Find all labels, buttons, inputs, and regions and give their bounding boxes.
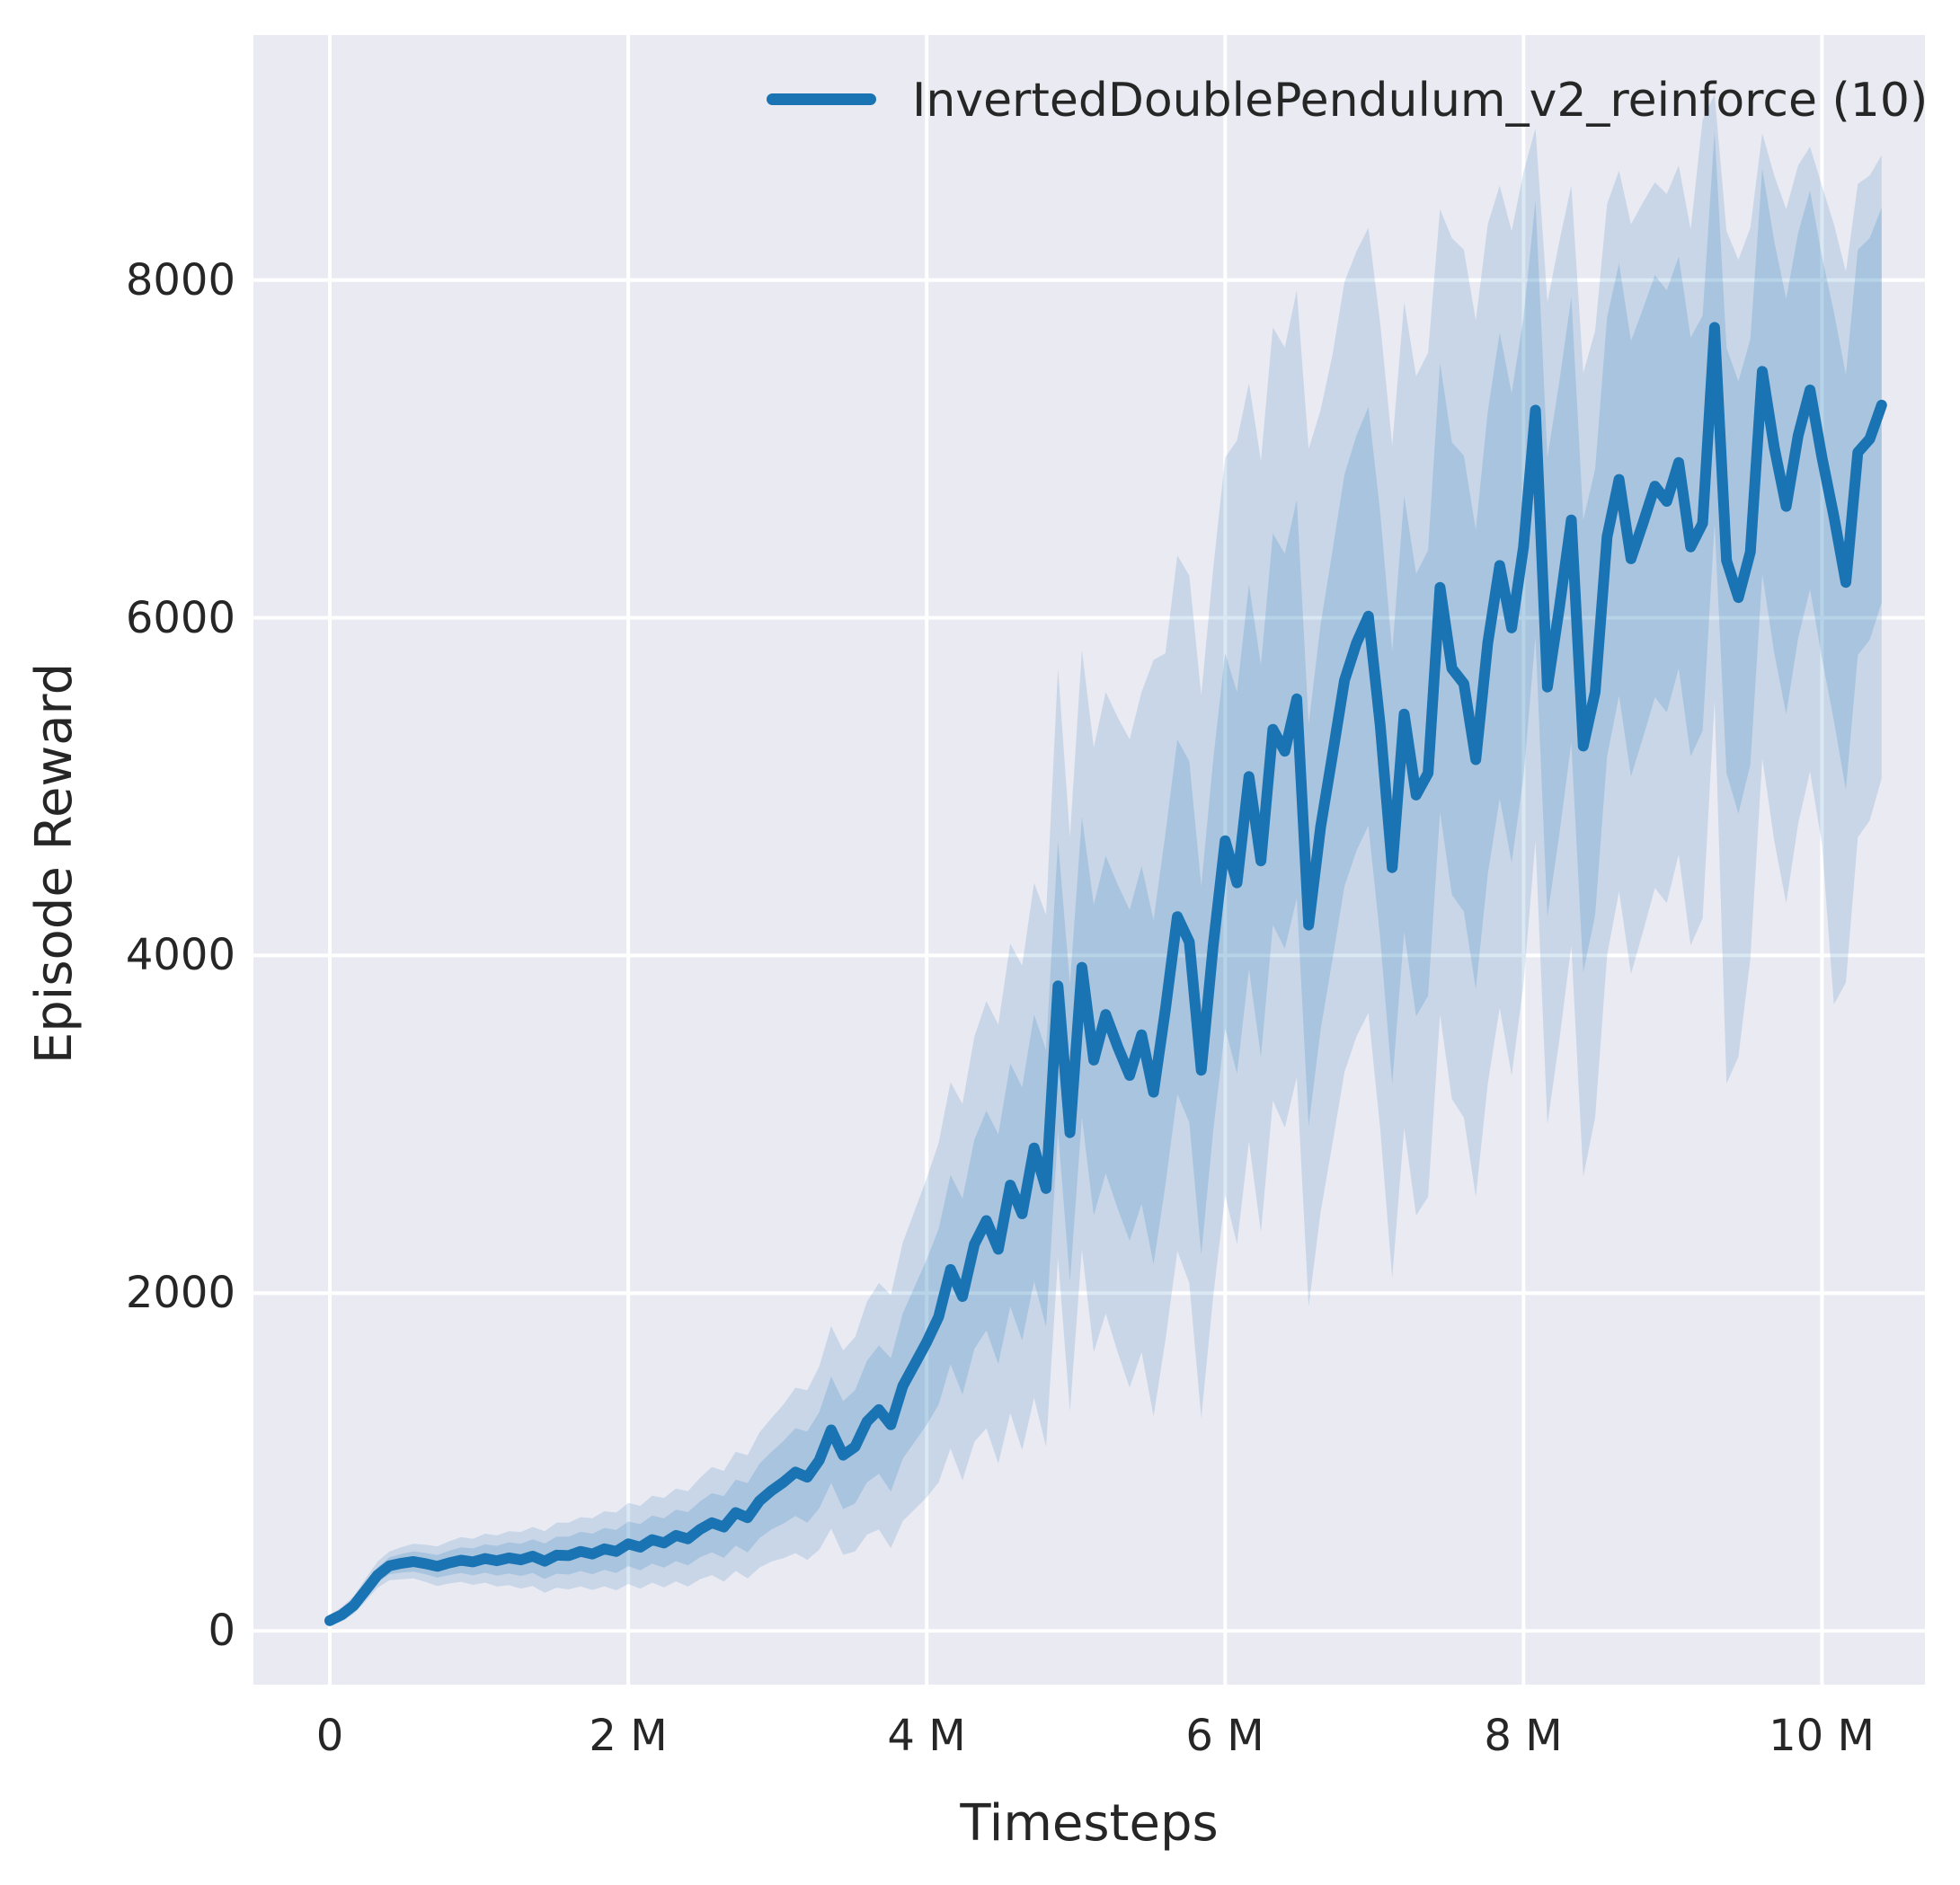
plot-area [253, 35, 1925, 1685]
x-tick-label-8m: 8 M [1484, 1711, 1563, 1761]
y-tick-label-0: 0 [208, 1606, 235, 1656]
confidence-band-inner [330, 131, 1882, 1624]
x-axis-label: Timesteps [960, 1794, 1219, 1853]
confidence-band-outer [330, 94, 1882, 1626]
mean-line [324, 322, 1887, 1626]
x-tick-label-2m: 2 M [589, 1711, 668, 1761]
legend-label: InvertedDoublePendulum_v2_reinforce (10) [912, 74, 1929, 128]
y-tick-label-2000: 2000 [125, 1268, 235, 1318]
x-tick-label-6m: 6 M [1185, 1711, 1264, 1761]
y-axis-label: Episode Reward [25, 662, 84, 1065]
legend-line-swatch [767, 93, 876, 105]
x-tick-label-4m: 4 M [887, 1711, 966, 1761]
x-tick-label-0: 0 [315, 1711, 344, 1761]
y-tick-label-6000: 6000 [125, 593, 235, 643]
plot-svg [253, 35, 1925, 1685]
y-tick-label-4000: 4000 [125, 930, 235, 980]
x-tick-label-10m: 10 M [1769, 1711, 1875, 1761]
y-tick-label-8000: 8000 [125, 255, 235, 305]
